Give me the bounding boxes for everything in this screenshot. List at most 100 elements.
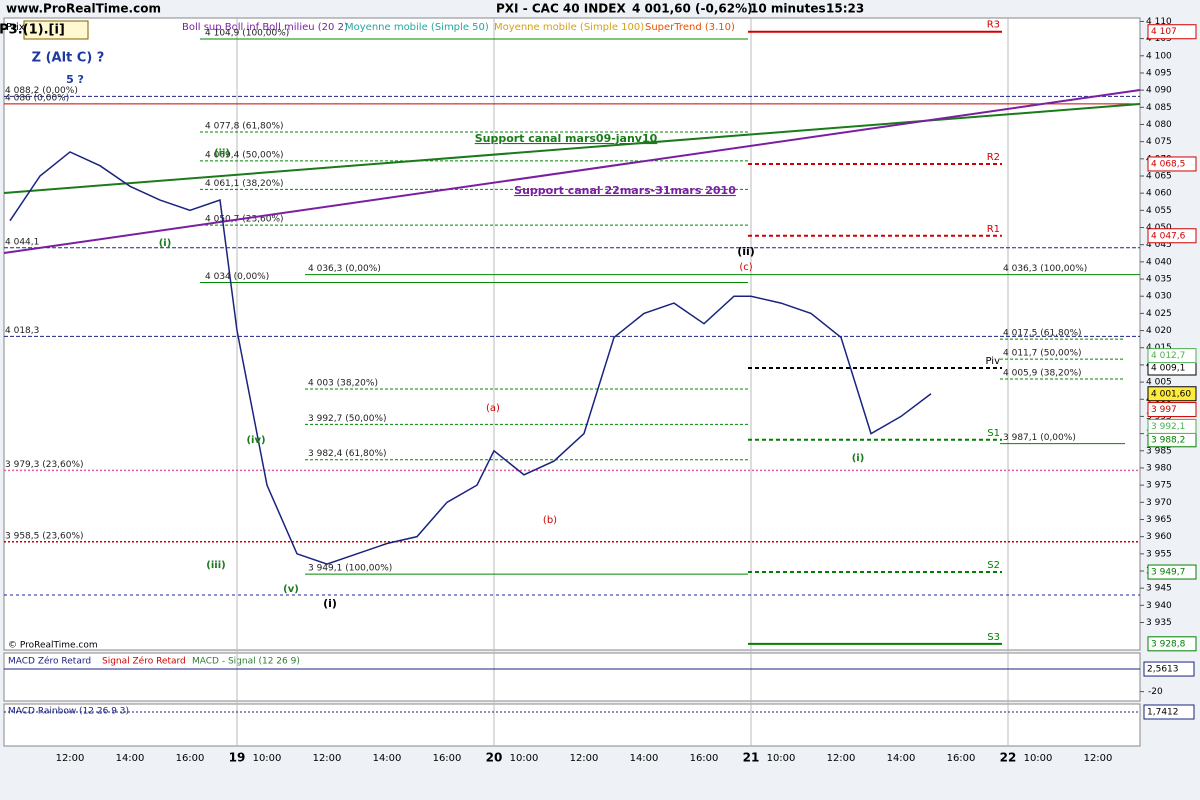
price-box-label: 3 997	[1151, 405, 1177, 415]
y-tick-label: 3 980	[1146, 463, 1172, 473]
level-label: 4 077,8 (61,80%)	[205, 122, 284, 132]
x-tick-label: 10:00	[253, 753, 282, 764]
annotation: (a)	[486, 403, 500, 414]
price-box-label: 4 047,6	[1151, 231, 1186, 241]
y-tick-label: 3 965	[1146, 515, 1172, 525]
price-box-label: 4 107	[1151, 27, 1177, 37]
y-tick-label: 3 985	[1146, 446, 1172, 456]
x-tick-label: 16:00	[176, 753, 205, 764]
pivot-name: Piv	[985, 356, 1000, 367]
price-box	[1147, 348, 1197, 364]
macd-legend: MACD Zéro Retard	[8, 656, 91, 667]
annotation: (i)	[159, 238, 172, 249]
legend-item: Boll sup Boll inf Boll milieu (20 2)	[182, 22, 348, 33]
x-tick-label: 12:00	[313, 753, 342, 764]
period: 10 minutes	[750, 2, 826, 16]
annotation: Z (Alt C) ?	[32, 51, 105, 66]
y-tick-label: 3 975	[1146, 481, 1172, 491]
price-box-label: 3 992,1	[1151, 422, 1185, 432]
y-tick-label: 3 935	[1146, 618, 1172, 628]
annotation: (i)	[323, 597, 337, 610]
legend-item: Moyenne mobile (Simple 50)	[345, 22, 489, 33]
time: 15:23	[826, 2, 864, 16]
annotation: (b)	[543, 515, 557, 526]
level-label: 3 987,1 (0,00%)	[1003, 433, 1076, 443]
legend-item: Prix	[6, 22, 25, 33]
annotation: Support canal 22mars-31mars 2010	[514, 184, 736, 197]
x-tick-label: 12:00	[570, 753, 599, 764]
copyright: © ProRealTime.com	[8, 641, 98, 651]
pivot-name: R1	[987, 224, 1000, 235]
y-tick-label: 3 940	[1146, 601, 1172, 611]
y-tick-label: 4 035	[1146, 275, 1172, 285]
macd-legend: Signal Zéro Retard	[102, 656, 186, 667]
y-tick-label: 4 095	[1146, 68, 1172, 78]
annotation: (v)	[283, 584, 299, 595]
x-tick-label: 16:00	[947, 753, 976, 764]
x-tick-label: 10:00	[510, 753, 539, 764]
trend-line	[3, 103, 1141, 194]
price-box-label: 3 928,8	[1151, 639, 1186, 649]
price-box	[1143, 704, 1195, 720]
price-box-label: 3 988,2	[1151, 435, 1185, 445]
macd-value: 2,5613	[1147, 665, 1179, 675]
instrument: PXI - CAC 40 INDEX	[496, 2, 626, 16]
x-tick-label: 19	[229, 751, 246, 765]
annotation: (c)	[739, 262, 752, 273]
pivot-name: R3	[987, 20, 1000, 31]
level-label: 4 034 (0,00%)	[205, 272, 269, 282]
price-box-label: 3 949,7	[1151, 568, 1185, 578]
legend-item: Moyenne mobile (Simple 100)	[494, 22, 644, 33]
pivot-name: S2	[987, 560, 1000, 571]
x-tick-label: 20	[486, 751, 503, 765]
level-label: 4 036,3 (100,00%)	[1003, 264, 1087, 274]
price-box	[1147, 228, 1197, 244]
x-tick-label: 10:00	[767, 753, 796, 764]
level-label: 4 018,3	[5, 326, 39, 336]
rainbow-value: 1,7412	[1147, 708, 1179, 718]
price-box-label: 4 009,1	[1151, 364, 1185, 374]
macd-legend: MACD - Signal (12 26 9)	[192, 657, 300, 667]
annotation: (ii)	[737, 245, 755, 258]
level-label: 4 086 (0,00%)	[5, 93, 69, 103]
pivot-name: S1	[987, 428, 1000, 439]
price-box	[1147, 636, 1197, 652]
pivot-name: S3	[987, 632, 1000, 643]
y-tick-label: 4 060	[1146, 189, 1172, 199]
annotation: P3.(1).[i]	[0, 23, 65, 38]
y-tick-label: 4 075	[1146, 137, 1172, 147]
y-tick-label: 4 080	[1146, 120, 1172, 130]
level-label: 4 017,5 (61,80%)	[1003, 329, 1082, 339]
price-line	[9, 151, 932, 565]
y-tick-label: 4 005	[1146, 378, 1172, 388]
price-box	[1147, 418, 1197, 434]
macd-panel	[3, 652, 1141, 702]
price-box	[1147, 24, 1197, 40]
price-box	[1147, 386, 1197, 402]
y-tick-label: 4 045	[1146, 240, 1172, 250]
level-label: 4 036,3 (0,00%)	[308, 264, 381, 274]
y-tick-label: 3 955	[1146, 549, 1172, 559]
x-tick-label: 12:00	[827, 753, 856, 764]
level-label: 4 069,4 (50,00%)	[205, 150, 284, 160]
y-tick-label: 4 050	[1146, 223, 1172, 233]
level-label: 4 104,9 (100,00%)	[205, 28, 289, 38]
y-tick-label: 4 055	[1146, 206, 1172, 216]
level-label: 4 061,1 (38,20%)	[205, 179, 284, 189]
pivot-name: R2	[987, 152, 1000, 163]
x-tick-label: 16:00	[690, 753, 719, 764]
annotation: (iv)	[246, 435, 265, 446]
y-tick-label: 4 065	[1146, 172, 1172, 182]
x-tick-label: 14:00	[887, 753, 916, 764]
site: www.ProRealTime.com	[6, 2, 161, 16]
annotation-box	[23, 20, 89, 40]
y-tick-label: 4 110	[1146, 17, 1172, 27]
y-tick-label: 4 040	[1146, 257, 1172, 267]
x-tick-label: 22	[1000, 751, 1017, 765]
x-tick-label: 14:00	[116, 753, 145, 764]
level-label: 3 982,4 (61,80%)	[308, 449, 387, 459]
y-tick-label: 4 020	[1146, 326, 1172, 336]
level-label: 3 979,3 (23,60%)	[5, 460, 84, 470]
level-label: 3 992,7 (50,00%)	[308, 414, 387, 424]
